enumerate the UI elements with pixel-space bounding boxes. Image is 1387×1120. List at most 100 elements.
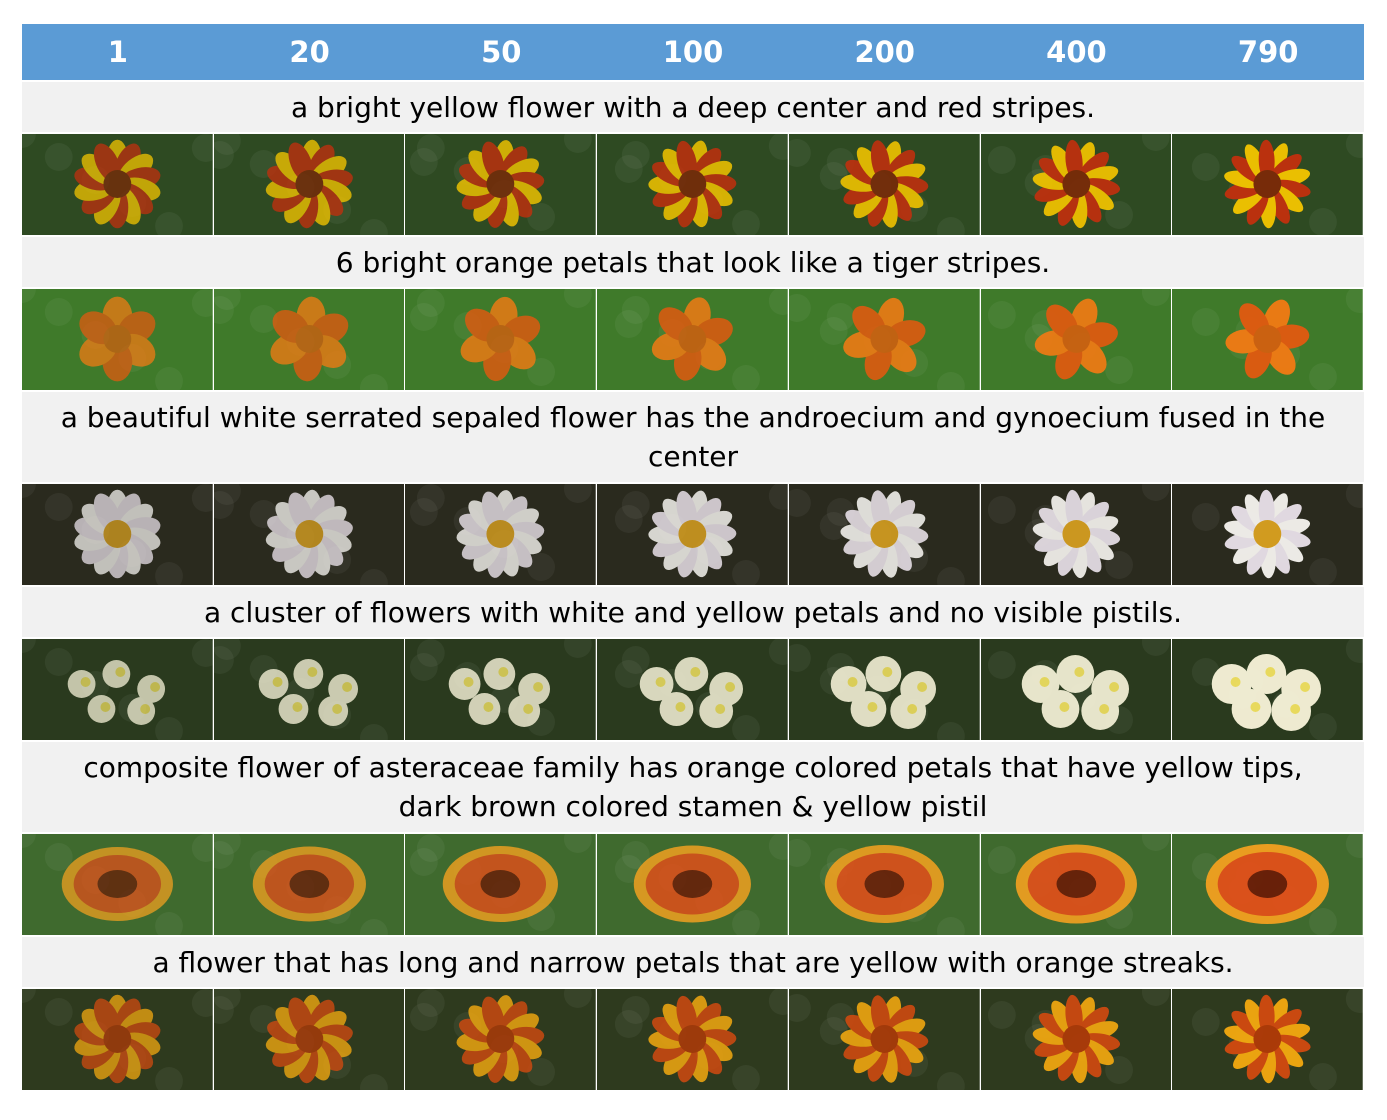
generated-images-row (22, 484, 1365, 585)
generated-image-cell (788, 289, 981, 390)
flower-sample-image (980, 989, 1172, 1090)
generated-images-row (22, 134, 1365, 235)
generated-image-cell (597, 834, 789, 935)
flower-sample-image (213, 134, 405, 235)
header-step: 200 (854, 35, 915, 69)
generated-image-cell (788, 134, 981, 235)
generated-image-cell (213, 989, 406, 1090)
prompt-caption: a cluster of flowers with white and yell… (22, 585, 1364, 639)
generated-image-cell (1172, 989, 1365, 1090)
generated-image-cell (405, 289, 598, 390)
generated-images-row (22, 834, 1365, 935)
flower-sample-image (213, 639, 405, 740)
generated-image-cell (22, 639, 214, 740)
flower-sample-image (597, 639, 788, 740)
flower-sample-image (788, 834, 980, 935)
flower-sample-image (1172, 484, 1364, 585)
generated-image-cell (980, 134, 1173, 235)
sample-rows: a bright yellow flower with a deep cente… (22, 80, 1365, 1090)
flower-sample-image (22, 289, 213, 390)
prompt-caption: a flower that has long and narrow petals… (22, 935, 1364, 989)
generated-image-cell (1172, 639, 1365, 740)
generated-image-cell (405, 134, 598, 235)
flower-sample-image (597, 289, 788, 390)
header-step: 400 (1046, 35, 1107, 69)
flower-sample-image (22, 484, 213, 585)
generated-image-cell (1172, 289, 1365, 390)
generated-images-row (22, 639, 1365, 740)
flower-sample-image (788, 134, 980, 235)
flower-sample-image (213, 989, 405, 1090)
flower-sample-image (788, 639, 980, 740)
generated-image-cell (980, 639, 1173, 740)
flower-sample-image (405, 289, 597, 390)
flower-sample-image (980, 289, 1172, 390)
generated-image-cell (1172, 134, 1365, 235)
generated-image-cell (788, 834, 981, 935)
header-step: 20 (289, 35, 330, 69)
flower-sample-image (213, 834, 405, 935)
generated-image-cell (980, 989, 1173, 1090)
generated-image-cell (22, 834, 214, 935)
flower-sample-image (788, 289, 980, 390)
generated-image-cell (597, 989, 789, 1090)
flower-sample-image (597, 834, 788, 935)
flower-sample-image (597, 989, 788, 1090)
prompt-caption: 6 bright orange petals that look like a … (22, 235, 1364, 289)
generated-image-cell (597, 639, 789, 740)
generated-image-cell (405, 989, 598, 1090)
flower-sample-image (788, 484, 980, 585)
flower-sample-image (1172, 289, 1364, 390)
flower-sample-image (597, 484, 788, 585)
generated-image-cell (980, 289, 1173, 390)
generated-image-cell (213, 134, 406, 235)
generated-image-cell (405, 484, 598, 585)
generated-image-cell (788, 484, 981, 585)
generated-image-cell (597, 289, 789, 390)
flower-sample-image (22, 989, 213, 1090)
generated-image-cell (597, 484, 789, 585)
flower-sample-image (1172, 134, 1364, 235)
flower-sample-image (22, 639, 213, 740)
generated-image-cell (405, 834, 598, 935)
flower-sample-image (980, 639, 1172, 740)
generated-images-row (22, 289, 1365, 390)
header-step: 50 (481, 35, 522, 69)
generated-image-cell (22, 989, 214, 1090)
generated-image-cell (22, 484, 214, 585)
flower-sample-image (405, 134, 597, 235)
generated-image-cell (980, 834, 1173, 935)
header-step: 100 (662, 35, 724, 69)
generated-image-cell (213, 639, 406, 740)
flower-sample-image (980, 834, 1172, 935)
flower-sample-image (405, 484, 597, 585)
flower-sample-image (22, 834, 213, 935)
flower-sample-image (980, 484, 1172, 585)
generated-image-cell (980, 484, 1173, 585)
flower-sample-image (213, 484, 405, 585)
generated-image-cell (788, 989, 981, 1090)
flower-sample-image (405, 989, 597, 1090)
generated-image-cell (22, 289, 214, 390)
generated-image-cell (405, 639, 598, 740)
generated-image-cell (1172, 834, 1365, 935)
generated-image-cell (213, 834, 406, 935)
prompt-caption: a bright yellow flower with a deep cente… (22, 80, 1364, 134)
figure: 1 20 50 100 200 400 790 a bright yellow … (22, 24, 1365, 1090)
flower-sample-image (405, 639, 597, 740)
flower-sample-image (213, 289, 405, 390)
header-step: 790 (1237, 35, 1299, 69)
flower-sample-image (788, 989, 980, 1090)
header-step: 1 (107, 35, 128, 69)
prompt-caption: a beautiful white serrated sepaled flowe… (22, 390, 1364, 484)
flower-sample-image (1172, 639, 1364, 740)
generated-image-cell (1172, 484, 1365, 585)
flower-sample-image (405, 834, 597, 935)
prompt-caption: composite flower of asteraceae family ha… (22, 740, 1364, 834)
flower-sample-image (980, 134, 1172, 235)
flower-sample-image (597, 134, 788, 235)
generated-images-row (22, 989, 1365, 1090)
iteration-header: 1 20 50 100 200 400 790 (22, 24, 1364, 80)
generated-image-cell (788, 639, 981, 740)
generated-image-cell (597, 134, 789, 235)
